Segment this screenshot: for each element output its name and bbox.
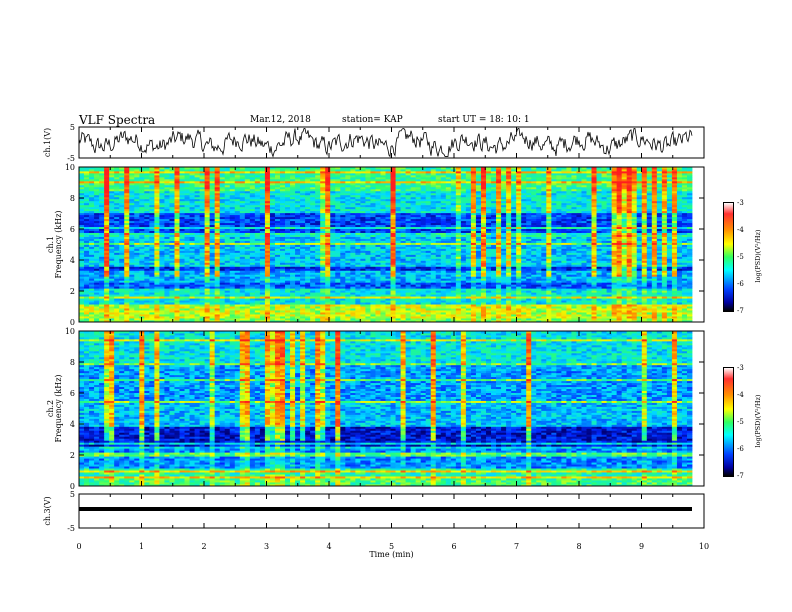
y-tick-label: 5 <box>70 123 75 132</box>
y-tick-label: -5 <box>67 154 75 163</box>
ch1-waveform-panel: 5 -5 <box>67 123 704 163</box>
figure-canvas: 5-5 0246810 0246810 5-50 1 2 3 4 5 6 7 8 9 10 ch.1… <box>0 0 792 612</box>
